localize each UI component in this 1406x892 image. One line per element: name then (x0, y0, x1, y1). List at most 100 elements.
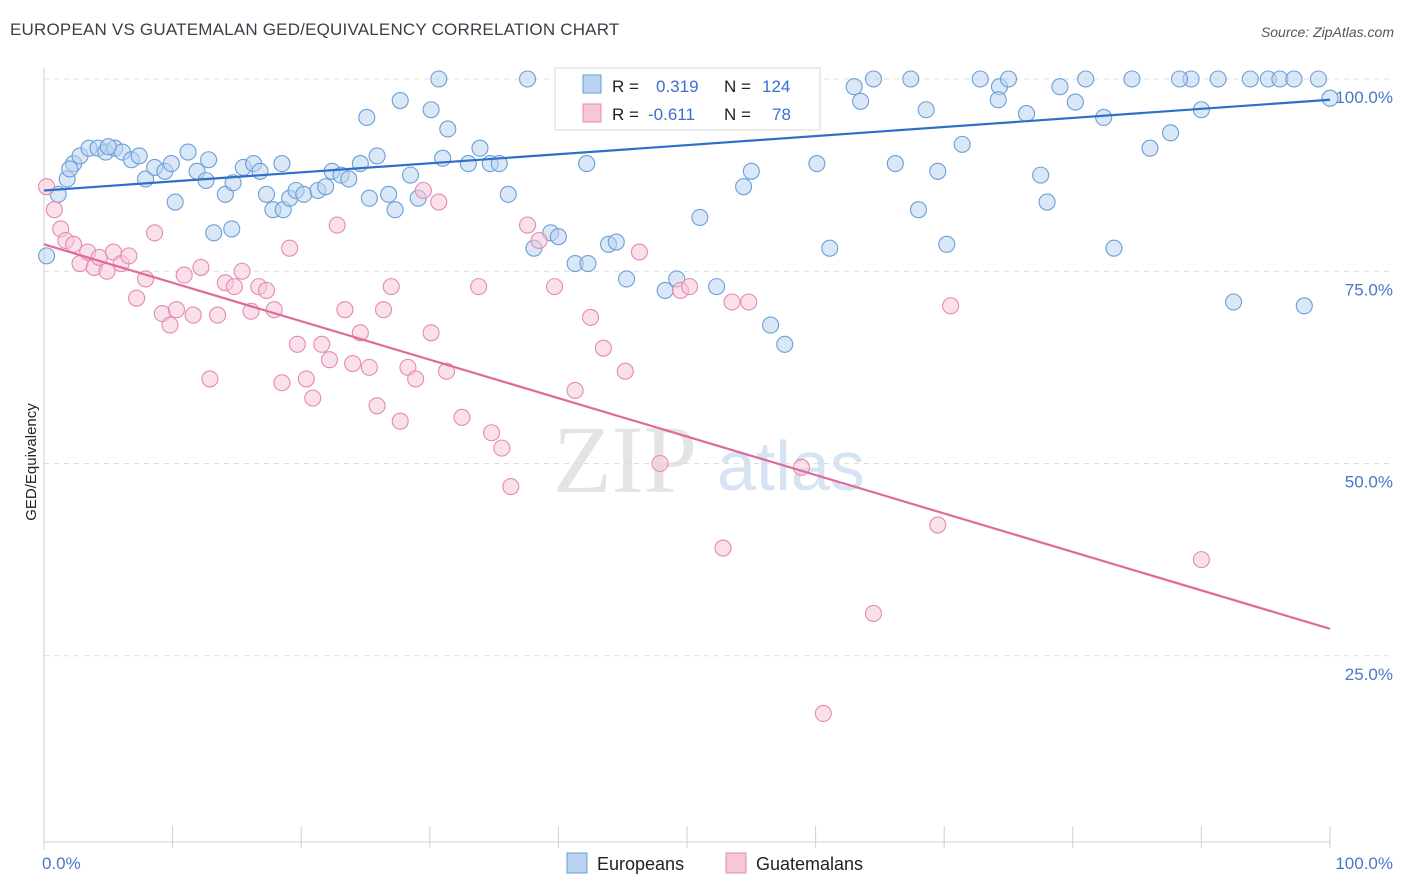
europeans-point (1161, 124, 1180, 142)
europeans-point (340, 170, 358, 188)
guatemalans-point (192, 258, 210, 276)
europeans-point (257, 185, 276, 203)
europeans-trend-line (43, 98, 1331, 192)
bottom-legend-label-guatemalans: Guatemalans (756, 854, 863, 874)
guatemalans-point (201, 370, 219, 388)
europeans-point (38, 247, 56, 265)
guatemalans-point (374, 301, 393, 319)
legend-n-label-europeans: N = (724, 77, 751, 96)
europeans-point (864, 70, 883, 88)
europeans-point (295, 185, 313, 203)
guatemalans-point (38, 178, 56, 196)
guatemalans-point (545, 278, 564, 296)
guatemalans-point (630, 243, 648, 261)
guatemalans-point (288, 335, 306, 353)
guatemalans-point (225, 278, 243, 296)
y-tick-label: 25.0% (1345, 665, 1393, 684)
europeans-point (909, 201, 928, 219)
europeans-point (430, 70, 448, 88)
europeans-point (821, 239, 839, 257)
europeans-point (1038, 193, 1056, 211)
europeans-point (401, 166, 420, 184)
europeans-point (130, 147, 148, 165)
guatemalans-point (344, 354, 362, 373)
europeans-point (273, 155, 291, 173)
bottom-legend: Europeans Guatemalans (566, 852, 863, 874)
y-tick-labels: 100.0% 75.0% 50.0% 25.0% (1335, 88, 1393, 684)
guatemalans-point (209, 306, 227, 324)
europeans-point (929, 162, 947, 180)
guatemalans-point (493, 439, 511, 457)
guatemalans-point (681, 278, 699, 296)
source-credit: Source: ZipAtlas.com (1260, 24, 1394, 40)
legend-n-label-guatemalans: N = (724, 105, 751, 124)
y-tick-label: 100.0% (1335, 88, 1393, 107)
guatemalans-point (360, 358, 378, 376)
guatemalans-point (714, 539, 732, 557)
guatemalans-point (422, 324, 440, 342)
legend-r-label-guatemalans: R = (612, 105, 639, 124)
europeans-point (989, 91, 1007, 109)
guatemalans-point (518, 216, 537, 234)
guatemalans-point (368, 397, 386, 415)
europeans-point (1295, 297, 1313, 315)
guatemalans-point (328, 216, 346, 234)
guatemalans-point (184, 306, 202, 324)
guatemalans-point (382, 278, 400, 296)
europeans-point (708, 278, 726, 296)
europeans-point (360, 189, 378, 207)
guatemalans-point (128, 289, 146, 307)
guatemalans-point (723, 293, 741, 311)
europeans-point (902, 70, 920, 88)
europeans-point (380, 185, 398, 203)
europeans-point (1321, 89, 1339, 107)
europeans-point (1095, 108, 1113, 126)
europeans-point (422, 101, 440, 119)
guatemalans-point (320, 351, 339, 369)
guatemalans-point (929, 516, 947, 534)
y-axis-title: GED/Equivalency (23, 403, 40, 521)
europeans-point (459, 155, 477, 173)
europeans-point (1170, 70, 1189, 88)
legend-n-value-europeans: 124 (762, 77, 790, 96)
axes (43, 68, 1331, 850)
europeans-point (251, 162, 269, 180)
legend-n-value-guatemalans: 78 (772, 105, 791, 124)
europeans-point (1051, 78, 1069, 96)
europeans-point (578, 155, 596, 173)
guatemalans-point (167, 301, 186, 319)
guatemalans-point (470, 278, 488, 296)
guatemalans-point (391, 412, 409, 430)
europeans-point (1077, 70, 1095, 88)
watermark-atlas: atlas (717, 427, 865, 505)
europeans-point (200, 151, 218, 169)
europeans-point (1105, 239, 1123, 257)
europeans-point (1285, 70, 1303, 88)
guatemalans-point (414, 181, 432, 200)
europeans-point (776, 335, 794, 353)
guatemalans-point (45, 201, 63, 219)
guatemalans-point (942, 297, 960, 315)
guatemalans-point (566, 381, 584, 399)
europeans-point (1225, 293, 1243, 311)
bottom-legend-label-europeans: Europeans (597, 854, 684, 874)
europeans-point (358, 108, 376, 126)
europeans-point (166, 193, 184, 211)
guatemalans-point (161, 316, 179, 334)
europeans-point (742, 162, 760, 180)
y-tick-label: 75.0% (1345, 280, 1393, 299)
guatemalans-point (502, 478, 520, 496)
europeans-point (499, 185, 517, 203)
guatemalans-point (146, 224, 164, 242)
europeans-point (999, 70, 1018, 88)
guatemalans-point (304, 389, 322, 407)
europeans-point (162, 155, 180, 173)
guatemalans-point (651, 454, 669, 473)
europeans-point (1032, 166, 1050, 184)
guatemalans-point (120, 247, 138, 265)
guatemalans-points (38, 178, 1210, 722)
europeans-point (1066, 93, 1084, 111)
europeans-point (61, 160, 79, 178)
bottom-legend-swatch-guatemalans (725, 852, 747, 874)
guatemalans-point (594, 339, 612, 357)
